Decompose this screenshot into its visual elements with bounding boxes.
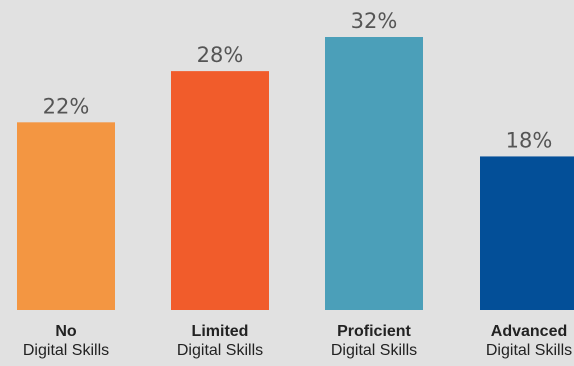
bar-advanced: [480, 156, 574, 310]
category-label-advanced: Advanced Digital Skills: [464, 322, 574, 360]
category-label-subtitle: Digital Skills: [485, 342, 573, 359]
bar-no: [17, 122, 115, 310]
value-label-no: 22%: [43, 94, 90, 118]
category-label-title: Limited: [191, 323, 249, 340]
category-label-title: Advanced: [490, 323, 568, 340]
value-label-advanced: 18%: [506, 128, 553, 152]
category-label-title: No: [55, 323, 77, 340]
category-label-subtitle: Digital Skills: [176, 342, 264, 359]
category-label-title: Proficient: [337, 323, 411, 340]
category-label-limited: Limited Digital Skills: [155, 322, 285, 360]
value-label-proficient: 32%: [351, 9, 398, 33]
value-label-limited: 28%: [197, 43, 244, 67]
category-label-subtitle: Digital Skills: [330, 342, 418, 359]
bar-limited: [171, 71, 269, 310]
category-label-subtitle: Digital Skills: [22, 342, 110, 359]
bar-proficient: [325, 37, 423, 310]
category-label-no: No Digital Skills: [1, 322, 131, 360]
category-label-proficient: Proficient Digital Skills: [309, 322, 439, 360]
